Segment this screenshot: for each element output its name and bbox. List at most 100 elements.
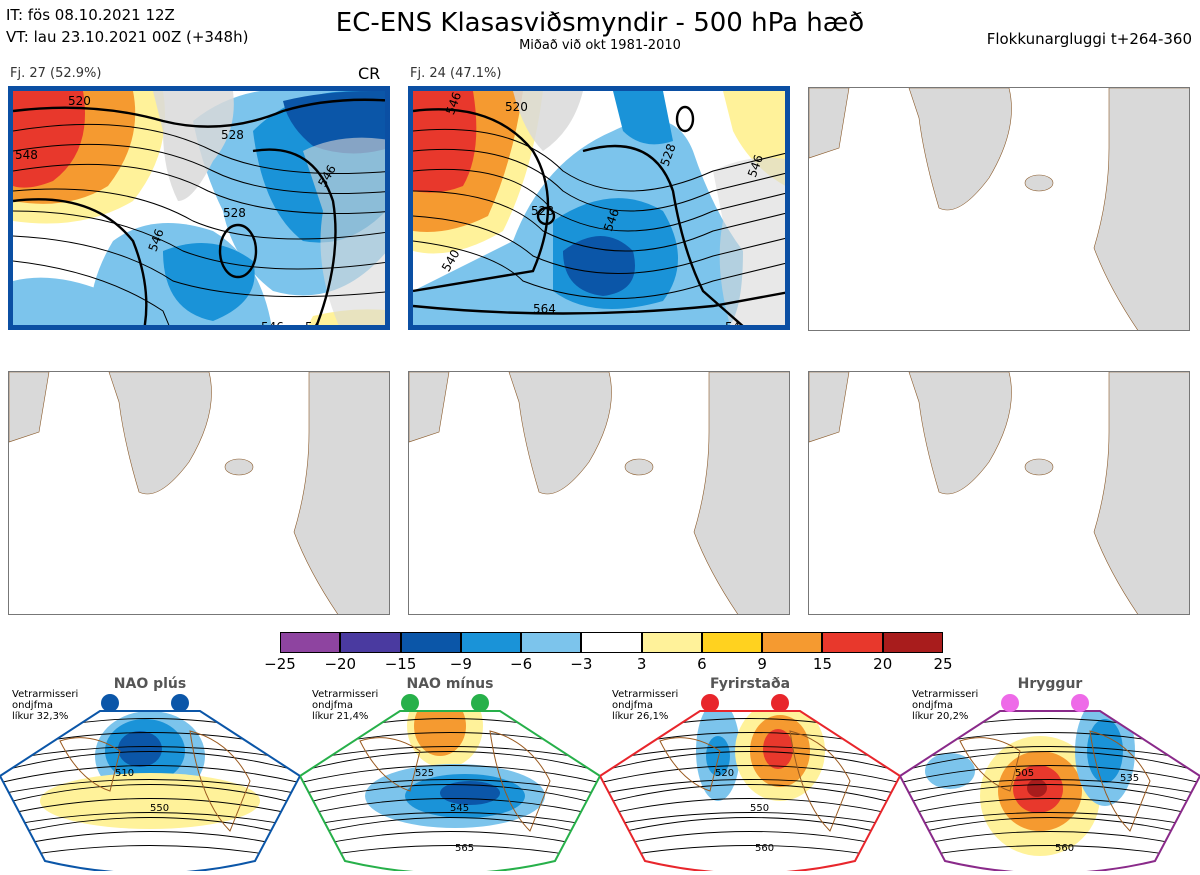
empty-map-graphic (9, 372, 389, 614)
contour-label: 548 (15, 148, 38, 162)
height-contour (900, 751, 1200, 775)
anomaly-shading (763, 729, 793, 769)
cluster-map-1[interactable]: 520 528 528 546 546 548 546 54 (8, 86, 390, 330)
contour-label: 520 (505, 100, 528, 114)
header-info: IT: fös 08.10.2021 12Z VT: lau 23.10.202… (6, 4, 248, 48)
colorbar-labels: −25 −20 −15 −9 −6 −3 3 6 9 15 20 25 (264, 655, 952, 675)
regime-contour-label: 560 (755, 843, 774, 854)
regime-panel: 520 550 560 Fyrirstaða Vetrarmisseri ondjfma l… (598, 671, 902, 875)
contour-label: 564 (533, 302, 556, 316)
height-contour (600, 765, 900, 786)
height-contour (300, 798, 600, 819)
colorbar-swatch (280, 632, 341, 653)
regime-map: 520 550 560 (598, 694, 902, 875)
colorbar-tick: −3 (570, 655, 593, 673)
height-contour (600, 812, 900, 830)
height-contour (600, 817, 900, 841)
anomaly-shading (925, 753, 975, 789)
height-contour (0, 817, 300, 841)
regime-title: Hryggur (1017, 676, 1083, 692)
empty-map-graphic (809, 372, 1189, 614)
panel-1-label: Fj. 27 (52.9%) (10, 66, 102, 81)
regime-map: 505 535 560 (898, 694, 1200, 875)
contour-label: 528 (531, 204, 554, 218)
contour-label: 528 (221, 128, 244, 142)
anomaly-shading (1027, 779, 1047, 797)
cluster-map-6[interactable] (808, 371, 1190, 615)
height-contour (900, 812, 1200, 830)
height-contour (300, 817, 600, 841)
regime-contour-label: 525 (415, 768, 434, 779)
regime-contour-label: 550 (750, 803, 769, 814)
regime-dot (1001, 694, 1019, 712)
colorbar-tick: 20 (873, 655, 893, 673)
height-contour (0, 779, 300, 797)
regime-title: NAO mínus (406, 676, 494, 692)
cluster-map-2[interactable]: 546 520 528 528 546 540 546 564 54 (408, 86, 790, 330)
window-label: Flokkunargluggi t+264-360 (986, 30, 1192, 48)
regime-title: NAO plús (113, 676, 187, 692)
coastline (959, 730, 1151, 832)
height-contour (0, 798, 300, 819)
regime-map: 510 550 (0, 694, 302, 875)
colorbar-tick: −6 (510, 655, 533, 673)
height-contour (0, 751, 300, 775)
colorbar-tick: −9 (449, 655, 472, 673)
regime-contour-label: 545 (450, 803, 469, 814)
height-contour (600, 779, 900, 797)
regime-dot (771, 694, 789, 712)
panel-2-label: Fj. 24 (47.1%) (410, 66, 502, 81)
height-contour (300, 779, 600, 797)
regime-contour-label: 535 (1120, 773, 1139, 784)
regime-title: Fyrirstaða (709, 676, 791, 692)
colorbar-tick: 25 (933, 655, 953, 673)
colorbar-tick: −25 (264, 655, 296, 673)
height-contour (900, 817, 1200, 841)
regime-panel: 505 535 560 Hryggur Vetrarmisseri ondjfma líku… (898, 671, 1200, 875)
regime-contour-label: 565 (455, 843, 474, 854)
vt-line: VT: lau 23.10.2021 00Z (+348h) (6, 28, 249, 46)
cluster-map-1-graphic: 520 528 528 546 546 548 546 54 (13, 91, 385, 325)
regime-info: Vetrarmisseri ondjfma líkur 21,4% (312, 689, 379, 722)
regime-dot (701, 694, 719, 712)
regime-contour-label: 550 (150, 803, 169, 814)
regime-contour-label: 505 (1015, 768, 1034, 779)
height-contour (0, 765, 300, 786)
colorbar-swatch (521, 632, 582, 653)
regime-dot (401, 694, 419, 712)
cluster-map-4[interactable] (8, 371, 390, 615)
panel-1-tag: CR (358, 64, 381, 83)
regime-contour-label: 510 (115, 768, 134, 779)
regime-info: Vetrarmisseri ondjfma líkur 20,2% (912, 689, 979, 722)
colorbar-swatch (400, 632, 461, 653)
regime-panel: 525 545 565 NAO mínus Vetrarmisseri ondjfma lí… (298, 671, 602, 875)
cluster-map-5[interactable] (408, 371, 790, 615)
contour-label: 520 (68, 94, 91, 108)
colorbar-swatch (822, 632, 883, 653)
colorbar-swatch (581, 632, 642, 653)
cluster-map-2-graphic: 546 520 528 528 546 540 546 564 54 (413, 91, 785, 330)
height-contour (900, 779, 1200, 797)
height-contour (900, 784, 1200, 808)
height-contour (300, 765, 600, 786)
colorbar-swatch (701, 632, 763, 653)
height-contour (300, 812, 600, 830)
regime-dot (1071, 694, 1089, 712)
coastline (359, 730, 551, 832)
height-contour (600, 751, 900, 775)
colorbar-swatch (460, 632, 522, 653)
contour-label: 54 (725, 320, 740, 330)
anomaly-shading (118, 731, 162, 767)
colorbar-swatch (762, 632, 823, 653)
height-contour (600, 798, 900, 819)
empty-map-graphic (809, 88, 1189, 330)
coastline (659, 730, 851, 832)
cluster-map-3[interactable] (808, 87, 1190, 331)
colorbar-swatch (882, 632, 943, 653)
colorbar-tick: 3 (636, 655, 647, 673)
page-subtitle: Miðað við okt 1981-2010 (519, 38, 681, 53)
colorbar-swatch (340, 632, 401, 653)
height-contour (900, 798, 1200, 819)
height-contour (900, 765, 1200, 786)
anomaly-shading (40, 773, 260, 829)
